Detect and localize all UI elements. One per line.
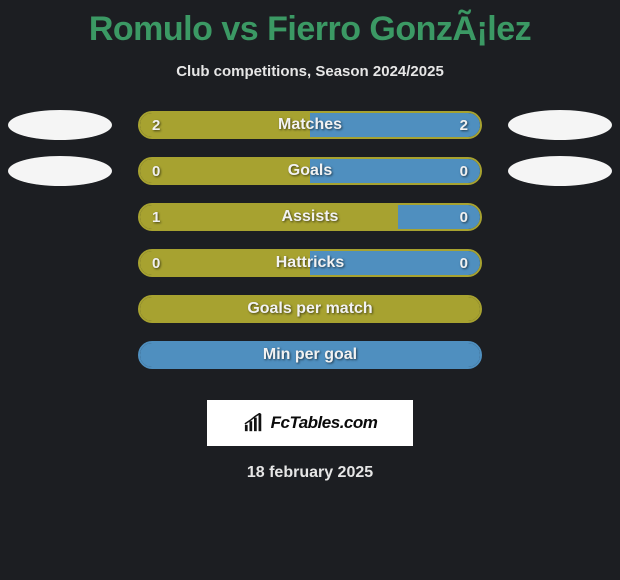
stat-row: Goals per match (0, 286, 620, 332)
stat-row: Matches22 (0, 102, 620, 148)
stat-row: Goals00 (0, 148, 620, 194)
chart-icon (243, 413, 265, 433)
stat-row: Hattricks00 (0, 240, 620, 286)
player-bubble-right (508, 110, 612, 140)
stats-container: Matches22 Goals00 Assists10 Hattricks00 Goal… (0, 102, 620, 378)
stat-bar: Matches22 (138, 111, 482, 139)
stat-bar-left (140, 159, 310, 183)
stat-bar-right (398, 205, 480, 229)
stat-bar: Min per goal (138, 341, 482, 369)
page-title: Romulo vs Fierro GonzÃ¡lez (0, 0, 620, 49)
stat-bar-right (310, 251, 480, 275)
stat-bar: Assists10 (138, 203, 482, 231)
logo-text: FcTables.com (271, 413, 378, 433)
stat-row: Min per goal (0, 332, 620, 378)
stat-row: Assists10 (0, 194, 620, 240)
stat-bar-left (140, 113, 310, 137)
stat-bar-left (140, 205, 398, 229)
player-bubble-left (8, 156, 112, 186)
stat-bar-left (140, 297, 480, 321)
stat-bar-right (310, 113, 480, 137)
date: 18 february 2025 (0, 464, 620, 482)
player-bubble-right (508, 156, 612, 186)
stat-bar-right (310, 159, 480, 183)
stat-bar: Goals per match (138, 295, 482, 323)
stat-bar: Goals00 (138, 157, 482, 185)
stat-bar-right (140, 343, 480, 367)
subtitle: Club competitions, Season 2024/2025 (0, 63, 620, 80)
logo-box: FcTables.com (207, 400, 413, 446)
stat-bar: Hattricks00 (138, 249, 482, 277)
player-bubble-left (8, 110, 112, 140)
stat-bar-left (140, 251, 310, 275)
